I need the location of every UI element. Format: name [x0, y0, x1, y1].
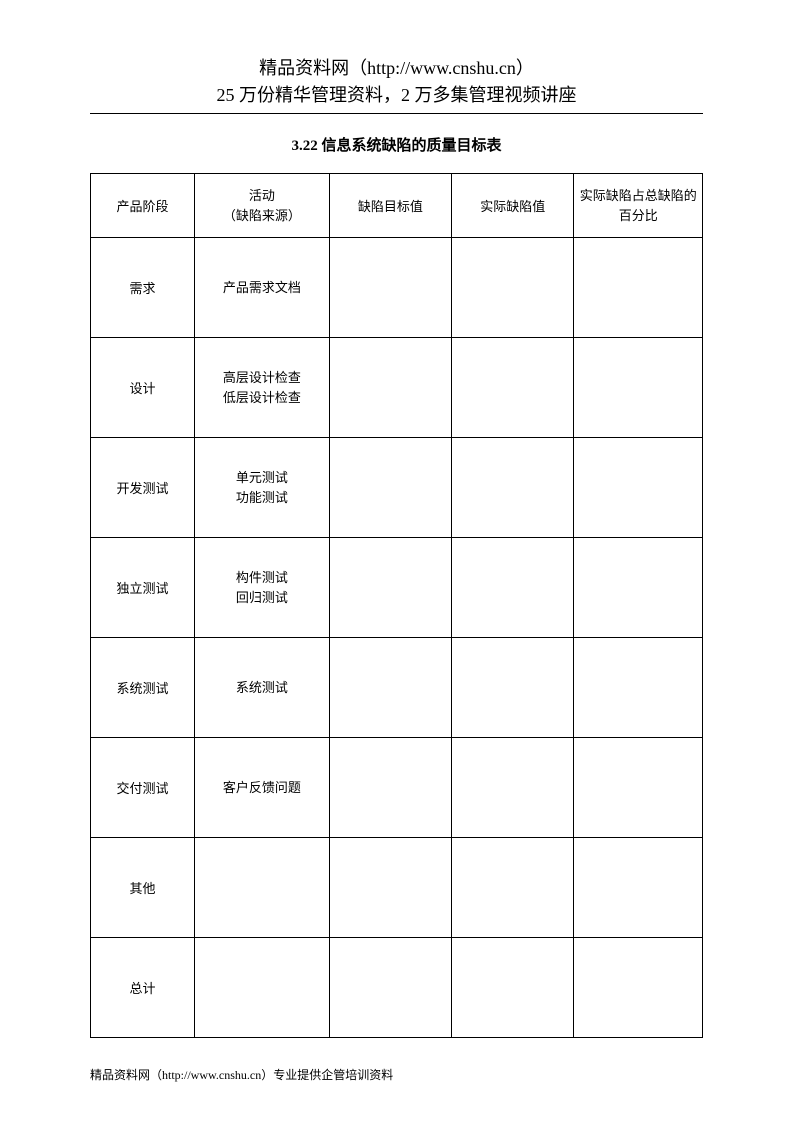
- header-line-2: 25 万份精华管理资料，2 万多集管理视频讲座: [90, 82, 703, 109]
- cell-phase: 其他: [91, 838, 195, 938]
- cell-actual: [452, 538, 574, 638]
- table-row: 开发测试 单元测试功能测试: [91, 438, 703, 538]
- page-container: 精品资料网（http://www.cnshu.cn） 25 万份精华管理资料，2…: [0, 0, 793, 1123]
- cell-activity: 构件测试回归测试: [195, 538, 330, 638]
- page-footer: 精品资料网（http://www.cnshu.cn）专业提供企管培训资料: [90, 1066, 703, 1083]
- cell-activity: 高层设计检查低层设计检查: [195, 338, 330, 438]
- cell-actual: [452, 938, 574, 1038]
- table-row: 独立测试 构件测试回归测试: [91, 538, 703, 638]
- column-header-target: 缺陷目标值: [329, 174, 451, 238]
- cell-target: [329, 838, 451, 938]
- cell-phase: 开发测试: [91, 438, 195, 538]
- cell-activity: [195, 838, 330, 938]
- header-line-1: 精品资料网（http://www.cnshu.cn）: [90, 55, 703, 82]
- column-header-actual: 实际缺陷值: [452, 174, 574, 238]
- cell-activity: 产品需求文档: [195, 238, 330, 338]
- quality-table-container: 产品阶段 活动（缺陷来源） 缺陷目标值 实际缺陷值 实际缺陷占总缺陷的百分比 需…: [90, 173, 703, 1038]
- table-row: 其他: [91, 838, 703, 938]
- cell-actual: [452, 438, 574, 538]
- cell-activity: 客户反馈问题: [195, 738, 330, 838]
- cell-activity: 单元测试功能测试: [195, 438, 330, 538]
- table-row: 设计 高层设计检查低层设计检查: [91, 338, 703, 438]
- cell-target: [329, 238, 451, 338]
- cell-actual: [452, 838, 574, 938]
- cell-target: [329, 638, 451, 738]
- cell-percent: [574, 938, 703, 1038]
- cell-activity: [195, 938, 330, 1038]
- cell-phase: 总计: [91, 938, 195, 1038]
- page-header: 精品资料网（http://www.cnshu.cn） 25 万份精华管理资料，2…: [90, 55, 703, 114]
- table-row: 交付测试 客户反馈问题: [91, 738, 703, 838]
- cell-percent: [574, 238, 703, 338]
- column-header-percent: 实际缺陷占总缺陷的百分比: [574, 174, 703, 238]
- cell-target: [329, 738, 451, 838]
- table-row: 需求 产品需求文档: [91, 238, 703, 338]
- cell-target: [329, 938, 451, 1038]
- cell-phase: 系统测试: [91, 638, 195, 738]
- cell-actual: [452, 738, 574, 838]
- document-title: 3.22 信息系统缺陷的质量目标表: [90, 134, 703, 155]
- column-header-phase: 产品阶段: [91, 174, 195, 238]
- table-row: 系统测试 系统测试: [91, 638, 703, 738]
- cell-actual: [452, 238, 574, 338]
- cell-percent: [574, 838, 703, 938]
- cell-percent: [574, 738, 703, 838]
- cell-percent: [574, 338, 703, 438]
- table-row: 总计: [91, 938, 703, 1038]
- cell-percent: [574, 438, 703, 538]
- cell-activity: 系统测试: [195, 638, 330, 738]
- cell-phase: 交付测试: [91, 738, 195, 838]
- cell-target: [329, 338, 451, 438]
- cell-percent: [574, 638, 703, 738]
- table-body: 需求 产品需求文档 设计 高层设计检查低层设计检查 开发测试 单元测试功能测试: [91, 238, 703, 1038]
- cell-target: [329, 538, 451, 638]
- cell-phase: 独立测试: [91, 538, 195, 638]
- cell-actual: [452, 338, 574, 438]
- cell-percent: [574, 538, 703, 638]
- cell-actual: [452, 638, 574, 738]
- cell-target: [329, 438, 451, 538]
- cell-phase: 需求: [91, 238, 195, 338]
- quality-target-table: 产品阶段 活动（缺陷来源） 缺陷目标值 实际缺陷值 实际缺陷占总缺陷的百分比 需…: [90, 173, 703, 1038]
- table-header-row: 产品阶段 活动（缺陷来源） 缺陷目标值 实际缺陷值 实际缺陷占总缺陷的百分比: [91, 174, 703, 238]
- column-header-activity: 活动（缺陷来源）: [195, 174, 330, 238]
- cell-phase: 设计: [91, 338, 195, 438]
